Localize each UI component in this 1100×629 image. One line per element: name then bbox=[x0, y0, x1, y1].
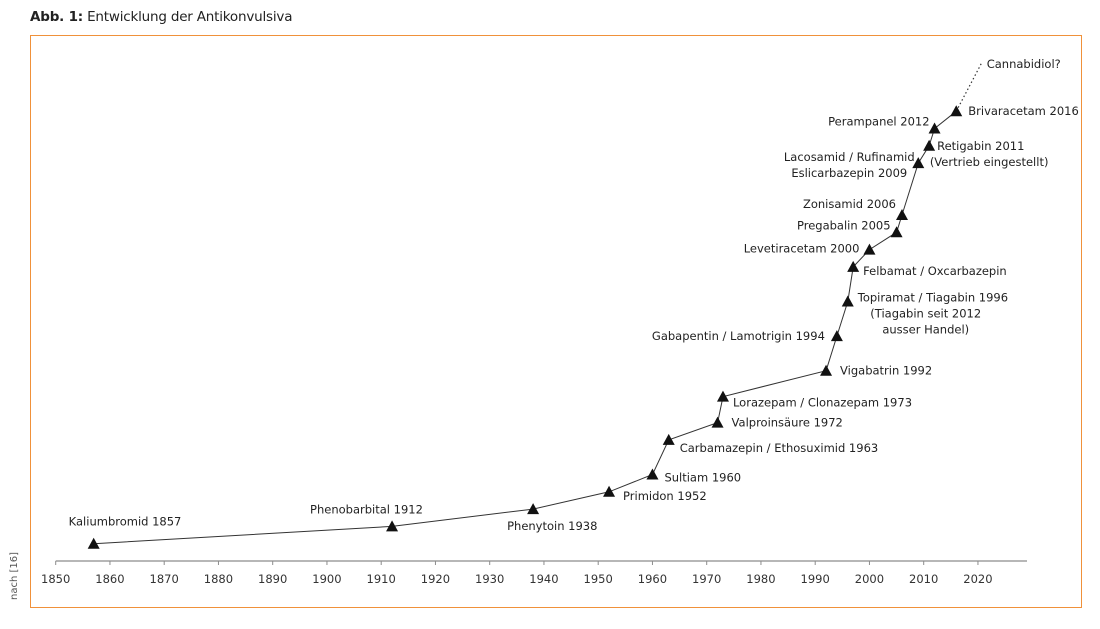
triangle-marker bbox=[820, 364, 833, 376]
x-tick-label: 2010 bbox=[909, 572, 938, 586]
triangle-marker bbox=[716, 390, 729, 402]
x-tick-label: 2020 bbox=[963, 572, 992, 586]
figure-frame bbox=[30, 35, 1082, 608]
point-label: Phenobarbital 1912 bbox=[310, 502, 423, 516]
x-tick-label: 1910 bbox=[367, 572, 396, 586]
triangle-marker bbox=[863, 243, 876, 255]
point-label: Kaliumbromid 1857 bbox=[69, 515, 182, 529]
point-label: Valproinsäure 1972 bbox=[732, 416, 843, 430]
point-label: Phenytoin 1938 bbox=[507, 519, 597, 533]
point-label: Perampanel 2012 bbox=[828, 115, 929, 129]
outlook-label: Cannabidiol? bbox=[987, 57, 1061, 71]
point-label: Zonisamid 2006 bbox=[803, 197, 896, 211]
triangle-marker bbox=[711, 416, 724, 428]
x-tick-label: 1930 bbox=[475, 572, 504, 586]
point-label: (Vertrieb eingestellt) bbox=[930, 155, 1049, 169]
triangle-marker bbox=[896, 209, 908, 220]
x-tick-label: 1860 bbox=[95, 572, 124, 586]
x-tick-label: 1980 bbox=[746, 572, 775, 586]
point-labels: Kaliumbromid 1857 Phenobarbital 1912 Pheny… bbox=[69, 57, 1079, 533]
triangle-marker bbox=[841, 295, 854, 307]
x-tick-label: 1900 bbox=[312, 572, 341, 586]
x-tick-label: 1950 bbox=[584, 572, 613, 586]
x-axis: 1850 1860 1870 1880 1890 1900 1910 1920 1930 1940… bbox=[41, 560, 1027, 586]
triangle-marker bbox=[912, 157, 925, 169]
triangle-marker bbox=[527, 503, 540, 515]
x-tick-label: 1940 bbox=[529, 572, 558, 586]
triangle-marker bbox=[830, 330, 843, 342]
point-label: Retigabin 2011 bbox=[937, 139, 1024, 153]
triangle-marker bbox=[603, 485, 616, 497]
figure-caption: Abb. 1: Entwicklung der Antikonvulsiva bbox=[30, 9, 292, 25]
triangle-marker bbox=[890, 226, 903, 238]
x-tick-label: 1890 bbox=[258, 572, 287, 586]
triangle-marker bbox=[950, 105, 963, 117]
caption-prefix: Abb. 1: bbox=[30, 9, 83, 25]
point-label: Lacosamid / Rufinamid bbox=[784, 150, 915, 164]
caption-title: Entwicklung der Antikonvulsiva bbox=[87, 9, 293, 25]
point-label: Carbamazepin / Ethosuximid 1963 bbox=[680, 441, 878, 455]
outlook-dotted-line bbox=[955, 62, 983, 112]
point-label: Vigabatrin 1992 bbox=[840, 364, 932, 378]
point-label: (Tiagabin seit 2012 bbox=[870, 307, 981, 321]
point-label: Brivaracetam 2016 bbox=[968, 104, 1079, 118]
point-label: Primidon 1952 bbox=[623, 489, 707, 503]
triangle-marker bbox=[923, 139, 936, 151]
x-tick-label: 1960 bbox=[638, 572, 667, 586]
triangle-marker bbox=[662, 433, 675, 445]
point-label: ausser Handel) bbox=[882, 323, 969, 337]
point-label: Topiramat / Tiagabin 1996 bbox=[857, 291, 1008, 305]
x-tick-label: 1990 bbox=[801, 572, 830, 586]
triangle-marker bbox=[646, 468, 659, 480]
triangle-marker bbox=[386, 520, 399, 532]
triangle-marker bbox=[87, 537, 100, 549]
point-label: Lorazepam / Clonazepam 1973 bbox=[733, 396, 912, 410]
point-label: Sultiam 1960 bbox=[664, 471, 741, 485]
x-tick-label: 1870 bbox=[150, 572, 179, 586]
point-label: Eslicarbazepin 2009 bbox=[791, 166, 907, 180]
point-label: Levetiracetam 2000 bbox=[744, 242, 860, 256]
point-label: Gabapentin / Lamotrigin 1994 bbox=[652, 329, 825, 343]
x-tick-label: 1850 bbox=[41, 572, 70, 586]
triangle-marker bbox=[847, 260, 860, 272]
x-tick-label: 1920 bbox=[421, 572, 450, 586]
x-tick-label: 1970 bbox=[692, 572, 721, 586]
triangle-marker bbox=[928, 122, 941, 134]
point-label: Pregabalin 2005 bbox=[797, 218, 891, 232]
point-label: Felbamat / Oxcarbazepin bbox=[863, 264, 1007, 278]
series-markers bbox=[87, 105, 963, 549]
x-tick-label: 2000 bbox=[855, 572, 884, 586]
x-tick-label: 1880 bbox=[204, 572, 233, 586]
